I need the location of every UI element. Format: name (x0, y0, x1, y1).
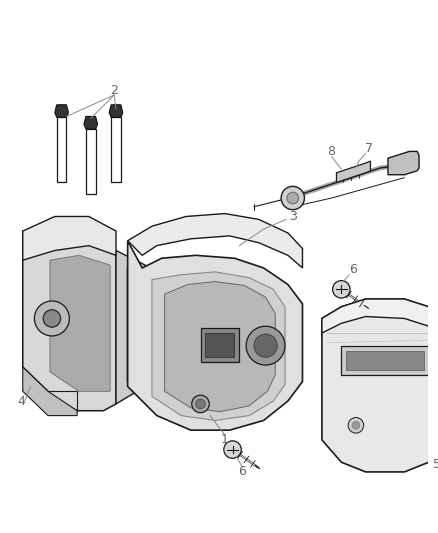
Polygon shape (127, 241, 302, 430)
Circle shape (286, 192, 298, 204)
Polygon shape (86, 129, 95, 194)
Text: 3: 3 (288, 210, 296, 223)
Circle shape (191, 395, 209, 413)
Circle shape (246, 326, 284, 365)
Polygon shape (164, 281, 275, 411)
Text: 2: 2 (110, 84, 118, 96)
Polygon shape (387, 151, 418, 175)
Text: 7: 7 (364, 142, 372, 155)
Polygon shape (84, 116, 97, 129)
Polygon shape (346, 351, 423, 370)
Text: 6: 6 (348, 263, 356, 277)
Polygon shape (116, 251, 145, 404)
Polygon shape (321, 299, 438, 472)
Polygon shape (205, 333, 234, 357)
Polygon shape (57, 117, 66, 182)
Polygon shape (200, 328, 239, 362)
Text: 4: 4 (17, 394, 25, 408)
Polygon shape (152, 272, 284, 421)
Circle shape (195, 399, 205, 409)
Text: 1: 1 (220, 433, 228, 446)
Polygon shape (23, 226, 116, 411)
Polygon shape (23, 367, 77, 416)
Text: 6: 6 (238, 465, 246, 479)
Text: 8: 8 (327, 145, 335, 158)
Polygon shape (109, 105, 123, 117)
Circle shape (34, 301, 69, 336)
Circle shape (332, 280, 349, 298)
Text: 5: 5 (431, 458, 438, 471)
Circle shape (280, 187, 304, 209)
Polygon shape (321, 299, 438, 338)
Circle shape (223, 441, 241, 458)
Polygon shape (23, 216, 116, 260)
Polygon shape (50, 255, 110, 391)
Polygon shape (111, 117, 120, 182)
Circle shape (351, 422, 359, 429)
Polygon shape (336, 161, 370, 182)
Circle shape (347, 417, 363, 433)
Circle shape (253, 334, 277, 357)
Circle shape (43, 310, 60, 327)
Polygon shape (127, 214, 302, 268)
Polygon shape (341, 346, 428, 375)
Polygon shape (55, 105, 68, 117)
